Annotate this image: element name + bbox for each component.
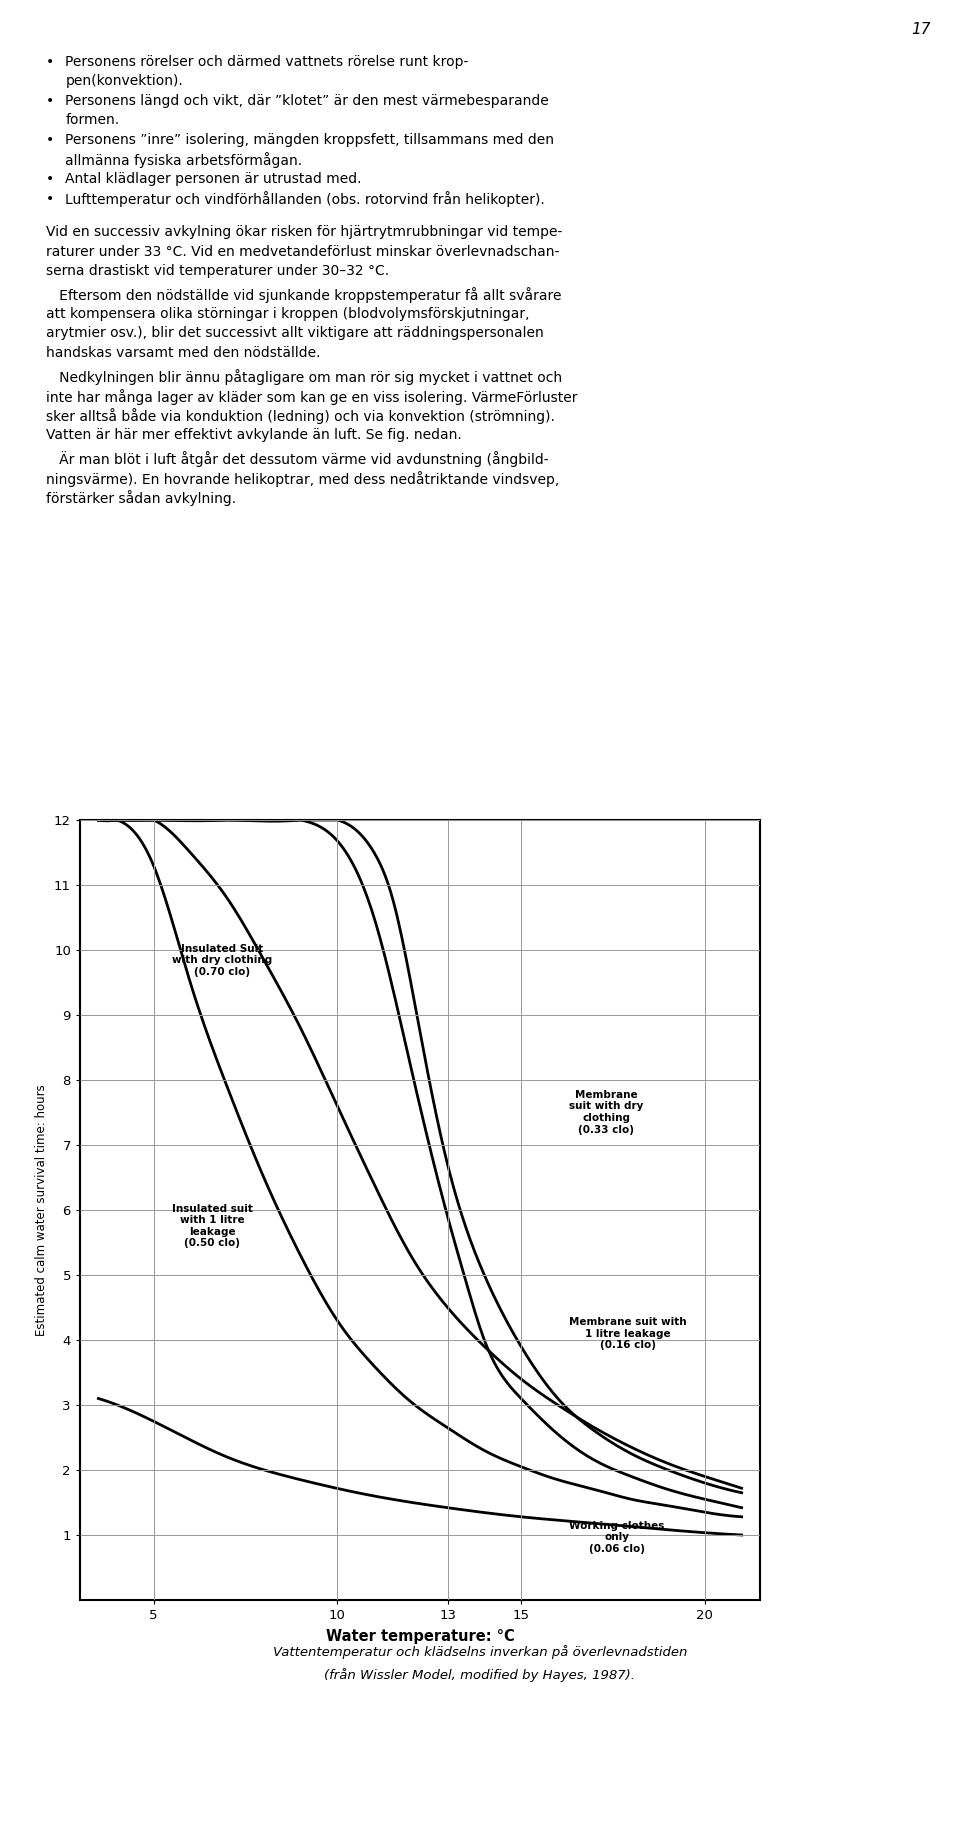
Text: serna drastiskt vid temperaturer under 30–32 °C.: serna drastiskt vid temperaturer under 3… — [46, 263, 389, 278]
Text: •: • — [46, 172, 55, 187]
Text: Membrane
suit with dry
clothing
(0.33 clo): Membrane suit with dry clothing (0.33 cl… — [569, 1090, 643, 1134]
Text: Vattentemperatur och klädselns inverkan på överlevnadstiden: Vattentemperatur och klädselns inverkan … — [273, 1644, 687, 1659]
Text: Lufttemperatur och vindförhållanden (obs. rotorvind från helikopter).: Lufttemperatur och vindförhållanden (obs… — [65, 192, 545, 207]
Text: Personens ”inre” isolering, mängden kroppsfett, tillsammans med den: Personens ”inre” isolering, mängden krop… — [65, 134, 554, 146]
Text: pen(konvektion).: pen(konvektion). — [65, 75, 183, 88]
Text: Är man blöt i luft åtgår det dessutom värme vid avdunstning (ångbild-: Är man blöt i luft åtgår det dessutom vä… — [46, 452, 549, 468]
Text: allmänna fysiska arbetsförmågan.: allmänna fysiska arbetsförmågan. — [65, 152, 302, 168]
Text: 17: 17 — [912, 22, 931, 37]
Text: •: • — [46, 93, 55, 108]
Text: Membrane suit with
1 litre leakage
(0.16 clo): Membrane suit with 1 litre leakage (0.16… — [569, 1317, 686, 1350]
Text: Vid en successiv avkylning ökar risken för hjärtrytmrubbningar vid tempe-: Vid en successiv avkylning ökar risken f… — [46, 225, 563, 240]
Text: formen.: formen. — [65, 113, 119, 128]
Text: att kompensera olika störningar i kroppen (blodvolymsförskjutningar,: att kompensera olika störningar i kroppe… — [46, 307, 530, 322]
Text: Nedkylningen blir ännu påtagligare om man rör sig mycket i vattnet och: Nedkylningen blir ännu påtagligare om ma… — [46, 369, 563, 386]
Text: Personens längd och vikt, där ”klotet” är den mest värmebesparande: Personens längd och vikt, där ”klotet” ä… — [65, 93, 549, 108]
Text: arytmier osv.), blir det successivt allt viktigare att räddningspersonalen: arytmier osv.), blir det successivt allt… — [46, 327, 543, 340]
Text: Insulated Suit
with dry clothing
(0.70 clo): Insulated Suit with dry clothing (0.70 c… — [172, 944, 272, 977]
Text: förstärker sådan avkylning.: förstärker sådan avkylning. — [46, 490, 236, 507]
Text: •: • — [46, 192, 55, 205]
Text: inte har många lager av kläder som kan ge en viss isolering. VärmeFörluster: inte har många lager av kläder som kan g… — [46, 390, 578, 404]
Text: Vatten är här mer effektivt avkylande än luft. Se fig. nedan.: Vatten är här mer effektivt avkylande än… — [46, 428, 462, 443]
Text: Insulated suit
with 1 litre
leakage
(0.50 clo): Insulated suit with 1 litre leakage (0.5… — [172, 1203, 252, 1249]
Text: ningsvärme). En hovrande helikoptrar, med dess nedåtriktande vindsvep,: ningsvärme). En hovrande helikoptrar, me… — [46, 472, 560, 487]
Text: •: • — [46, 55, 55, 70]
Text: Working clothes
only
(0.06 clo): Working clothes only (0.06 clo) — [569, 1520, 664, 1555]
Text: sker alltså både via konduktion (ledning) och via konvektion (strömning).: sker alltså både via konduktion (ledning… — [46, 408, 555, 424]
Text: (från Wissler Model, modified by Hayes, 1987).: (från Wissler Model, modified by Hayes, … — [324, 1668, 636, 1683]
Text: •: • — [46, 134, 55, 146]
Y-axis label: Estimated calm water survival time: hours: Estimated calm water survival time: hour… — [36, 1085, 48, 1335]
Text: raturer under 33 °C. Vid en medvetandeförlust minskar överlevnadschan-: raturer under 33 °C. Vid en medvetandefö… — [46, 245, 560, 258]
Text: handskas varsamt med den nödställde.: handskas varsamt med den nödställde. — [46, 346, 321, 360]
Text: Antal klädlager personen är utrustad med.: Antal klädlager personen är utrustad med… — [65, 172, 362, 187]
Text: Personens rörelser och därmed vattnets rörelse runt krop-: Personens rörelser och därmed vattnets r… — [65, 55, 468, 70]
X-axis label: Water temperature: °C: Water temperature: °C — [325, 1630, 515, 1644]
Text: Eftersom den nödställde vid sjunkande kroppstemperatur få allt svårare: Eftersom den nödställde vid sjunkande kr… — [46, 287, 562, 304]
